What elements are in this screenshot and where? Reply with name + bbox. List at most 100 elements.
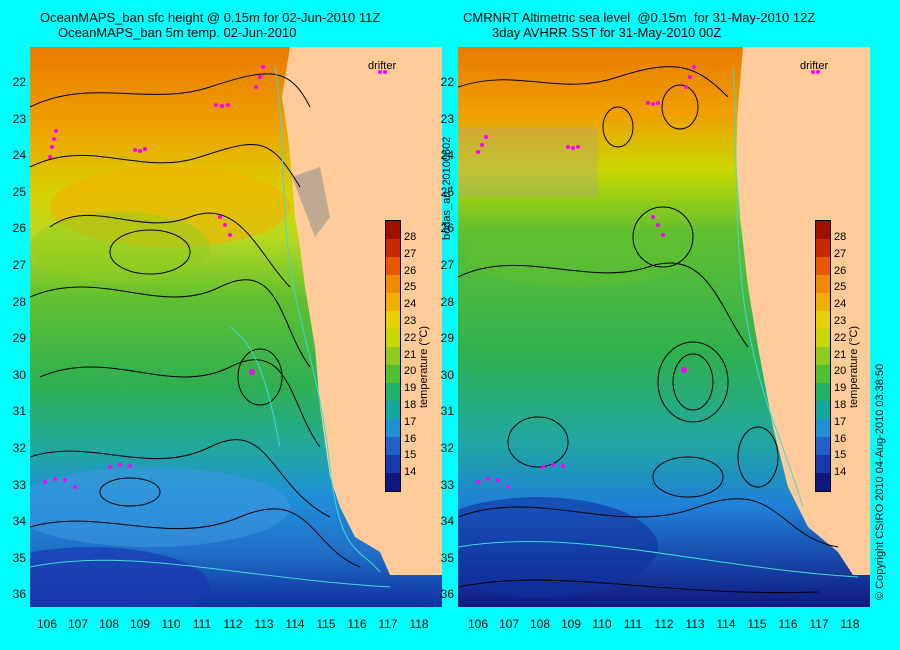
- right-colorbar: [815, 220, 831, 492]
- right-sst-field: [458, 47, 870, 607]
- right-y-tick-32: 32: [440, 441, 454, 455]
- left-x-tick-107: 107: [67, 617, 89, 631]
- run-id-label: bodas_an_20100602: [441, 136, 453, 240]
- left-drifter-legend: drifter: [368, 60, 397, 72]
- colorbar-tick-19: 19: [404, 382, 417, 395]
- left-colorbar-label: temperature (°C): [418, 325, 430, 408]
- left-x-tick-113: 113: [254, 617, 274, 631]
- colorbar-swatch: [816, 329, 830, 347]
- right-y-tick-34: 34: [440, 514, 454, 529]
- right-y-tick-29: 29: [440, 331, 454, 346]
- left-colorbar: [385, 220, 401, 492]
- colorbar-swatch: [386, 257, 400, 275]
- left-map-panel: [30, 47, 442, 607]
- colorbar-tick-26: 26: [834, 264, 847, 277]
- colorbar-tick-26: 26: [404, 264, 417, 277]
- right-map-panel: [458, 47, 870, 607]
- colorbar-swatch: [386, 275, 400, 293]
- right-y-tick-35: 35: [440, 550, 454, 565]
- right-x-tick-108: 108: [529, 617, 551, 631]
- right-x-tick-110: 110: [592, 617, 612, 631]
- colorbar-tick-24: 24: [834, 298, 847, 311]
- colorbar-tick-25: 25: [834, 281, 847, 294]
- colorbar-swatch: [386, 365, 400, 383]
- colorbar-swatch: [386, 239, 400, 257]
- colorbar-swatch: [816, 275, 830, 293]
- colorbar-swatch: [816, 293, 830, 311]
- colorbar-tick-20: 20: [834, 365, 847, 378]
- left-x-tick-110: 110: [161, 617, 181, 631]
- left-y-tick-23: 23: [12, 111, 26, 126]
- right-x-tick-106: 106: [467, 617, 489, 631]
- left-x-tick-114: 114: [285, 617, 305, 631]
- colorbar-swatch: [386, 437, 400, 455]
- left-title-line2: OceanMAPS_ban 5m temp. 02-Jun-2010: [58, 25, 297, 40]
- left-y-tick-26: 26: [12, 221, 26, 236]
- colorbar-swatch: [816, 221, 830, 239]
- colorbar-swatch: [386, 419, 400, 437]
- colorbar-tick-28: 28: [404, 231, 417, 243]
- colorbar-swatch: [816, 401, 830, 419]
- colorbar-swatch: [816, 437, 830, 455]
- left-y-tick-30: 30: [12, 367, 26, 382]
- colorbar-tick-19: 19: [834, 382, 847, 395]
- right-y-tick-25: 25: [440, 184, 454, 199]
- left-x-tick-117: 117: [378, 617, 398, 631]
- right-x-tick-111: 111: [623, 617, 643, 631]
- colorbar-tick-25: 25: [404, 281, 417, 294]
- colorbar-swatch: [386, 329, 400, 347]
- right-y-tick-28: 28: [440, 294, 454, 309]
- right-y-tick-26: 26: [440, 221, 454, 236]
- right-title-line2: 3day AVHRR SST for 31-May-2010 00Z: [492, 25, 722, 40]
- colorbar-tick-28: 28: [834, 231, 847, 243]
- left-x-tick-108: 108: [98, 617, 120, 631]
- colorbar-tick-27: 27: [404, 247, 417, 260]
- right-y-tick-30: 30: [440, 367, 454, 382]
- right-x-tick-116: 116: [778, 617, 798, 631]
- colorbar-tick-15: 15: [834, 449, 847, 462]
- right-x-tick-117: 117: [809, 617, 829, 631]
- left-x-tick-118: 118: [409, 617, 429, 631]
- left-y-tick-32: 32: [12, 441, 26, 455]
- colorbar-swatch: [816, 455, 830, 473]
- colorbar-tick-23: 23: [404, 315, 417, 327]
- colorbar-swatch: [386, 383, 400, 401]
- right-x-tick-107: 107: [498, 617, 520, 631]
- colorbar-tick-24: 24: [404, 298, 417, 311]
- colorbar-swatch: [386, 311, 400, 329]
- left-x-tick-112: 112: [223, 617, 243, 631]
- left-y-tick-31: 31: [12, 404, 26, 419]
- right-y-tick-24: 24: [440, 148, 454, 163]
- colorbar-tick-16: 16: [404, 432, 417, 445]
- colorbar-tick-17: 17: [404, 415, 417, 428]
- colorbar-swatch: [816, 239, 830, 257]
- colorbar-tick-23: 23: [834, 315, 847, 327]
- colorbar-tick-22: 22: [404, 331, 417, 344]
- right-colorbar-label: temperature (°C): [848, 325, 860, 408]
- right-x-tick-112: 112: [654, 617, 674, 631]
- left-y-tick-33: 33: [12, 477, 26, 492]
- left-y-tick-28: 28: [12, 294, 26, 309]
- colorbar-tick-18: 18: [404, 399, 417, 411]
- colorbar-swatch: [816, 311, 830, 329]
- colorbar-tick-18: 18: [834, 399, 847, 411]
- right-x-tick-118: 118: [840, 617, 860, 631]
- left-x-tick-115: 115: [316, 617, 336, 631]
- colorbar-swatch: [816, 365, 830, 383]
- left-x-tick-116: 116: [347, 617, 367, 631]
- colorbar-swatch: [816, 473, 830, 491]
- colorbar-tick-20: 20: [404, 365, 417, 378]
- right-x-tick-114: 114: [716, 617, 736, 631]
- colorbar-swatch: [816, 347, 830, 365]
- colorbar-swatch: [386, 473, 400, 491]
- left-y-tick-24: 24: [12, 148, 26, 163]
- colorbar-tick-14: 14: [834, 466, 847, 479]
- right-y-tick-33: 33: [440, 477, 454, 492]
- left-y-tick-29: 29: [12, 331, 26, 346]
- colorbar-swatch: [816, 419, 830, 437]
- colorbar-swatch: [386, 221, 400, 239]
- right-x-tick-115: 115: [747, 617, 767, 631]
- left-x-tick-109: 109: [129, 617, 151, 631]
- left-y-tick-35: 35: [12, 550, 26, 565]
- colorbar-tick-17: 17: [834, 415, 847, 428]
